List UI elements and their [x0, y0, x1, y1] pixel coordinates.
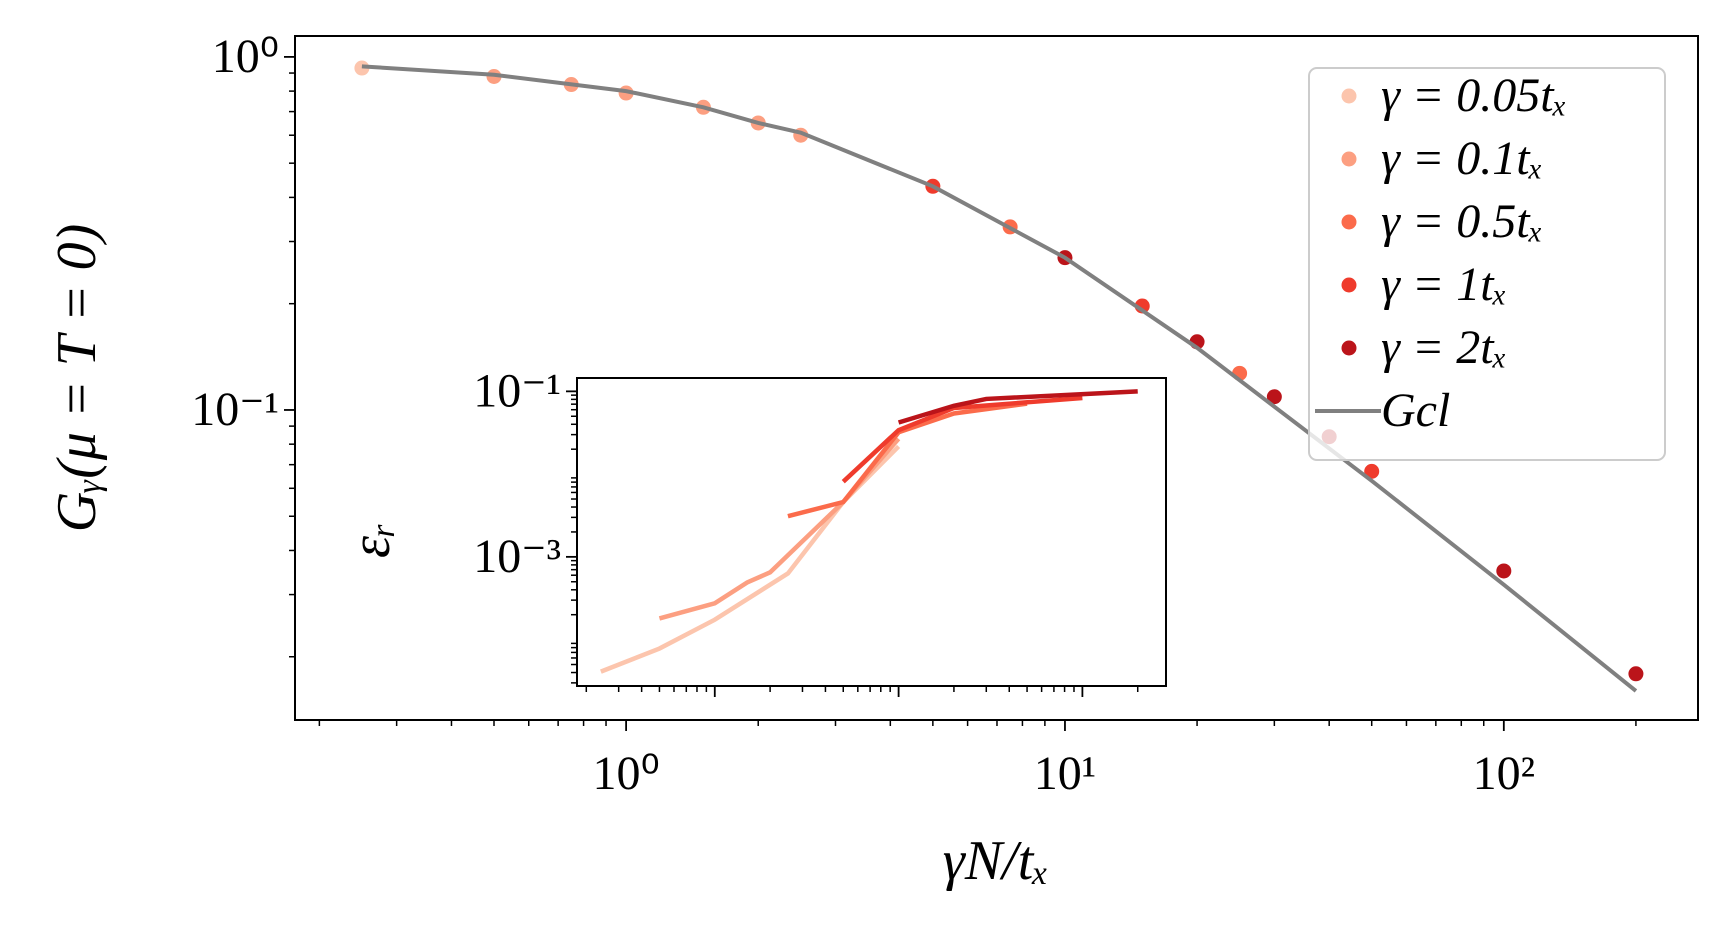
- inset-frame: [576, 377, 1167, 687]
- legend-label: γ = 0.5tₓ: [1381, 195, 1543, 248]
- plot-area: [577, 378, 1166, 686]
- legend-marker: [1341, 214, 1357, 230]
- legend-label: Gcl: [1381, 384, 1450, 437]
- legend-frame: [1308, 67, 1666, 461]
- legend-marker: [1341, 88, 1357, 104]
- legend-label: γ = 0.1tₓ: [1381, 132, 1543, 185]
- legend-label: γ = 1tₓ: [1381, 258, 1507, 311]
- axes-frame: [294, 35, 1699, 721]
- y-axis-label: Gᵧ(μ = T = 0): [46, 224, 108, 532]
- y-tick-label: 10⁻¹: [473, 364, 561, 417]
- series-line: [841, 395, 1083, 484]
- data-point: [1364, 463, 1380, 479]
- series-line: [897, 389, 1138, 425]
- x-tick-label: 10¹: [1034, 747, 1096, 800]
- legend-label: γ = 0.05tₓ: [1381, 69, 1567, 122]
- y-tick-label: 10⁻¹: [191, 383, 279, 436]
- y-tick-label: 10⁰: [212, 30, 279, 83]
- data-point: [1266, 389, 1282, 405]
- data-point: [1628, 666, 1644, 682]
- inset-y-label: εᵣ: [340, 522, 402, 558]
- legend-marker: [1341, 151, 1357, 167]
- x-tick-label: 10⁰: [592, 747, 659, 800]
- x-axis-label: γN/tₓ: [943, 830, 1049, 892]
- data-point: [1496, 563, 1512, 579]
- x-tick-label: 10²: [1473, 747, 1535, 800]
- legend-marker: [1341, 340, 1357, 356]
- y-tick-label: 10⁻³: [473, 530, 561, 583]
- legend-label: γ = 2tₓ: [1381, 321, 1507, 374]
- series-line: [361, 64, 1638, 693]
- legend-marker: [1341, 277, 1357, 293]
